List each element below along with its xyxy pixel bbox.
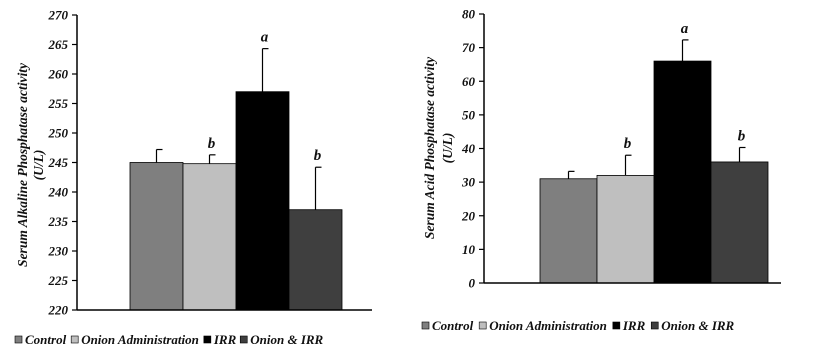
y-tick-label-5: 50 [462,107,476,122]
y-tick-label-1: 225 [48,273,69,288]
y-tick-label-5: 245 [48,155,69,170]
y-axis-unit: (U/L) [440,133,455,164]
y-tick-label-8: 260 [48,67,69,82]
bar-4 [288,209,343,311]
legend-swatch-3 [203,335,212,344]
bar-4 [710,161,769,284]
significance-label-3: a [681,21,689,37]
legend-label-4: Onion & IRR [661,318,734,333]
bar-2 [596,174,655,284]
significance-label-4: b [314,148,322,164]
y-tick-label-2: 20 [461,208,476,223]
bar-3 [235,91,290,311]
legend-swatch-1 [14,335,23,344]
legend-label-2: Onion Administration [489,318,607,333]
legend-label-3: IRR [622,318,646,333]
bar-1 [539,178,598,284]
legend-swatch-1 [421,321,430,330]
y-tick-label-6: 250 [48,126,69,141]
y-tick-label-4: 40 [461,141,476,156]
bar-3 [653,60,712,284]
y-tick-label-10: 270 [48,8,69,23]
bar-1 [129,162,184,311]
legend-swatch-4 [239,335,248,344]
y-tick-label-6: 60 [462,74,476,89]
y-axis-unit: (U/L) [31,150,46,181]
significance-label-2: b [208,136,216,152]
legend-swatch-2 [478,321,487,330]
significance-label-2: b [624,136,632,152]
legend-label-1: Control [432,318,474,333]
legend-label-4: Onion & IRR [250,332,323,347]
y-tick-label-4: 240 [48,185,69,200]
legend-label-3: IRR [213,332,237,347]
y-axis-label: Serum Alkaline Phosphatase activity [15,62,30,267]
y-tick-label-9: 265 [48,37,69,52]
y-tick-label-0: 220 [48,303,69,318]
significance-label-4: b [738,128,746,144]
y-axis-label: Serum Acid Phosphatase activity [422,56,437,239]
y-tick-label-7: 255 [48,96,69,111]
legend-label-1: Control [25,332,67,347]
y-tick-label-0: 0 [469,276,476,291]
bar-2 [182,163,237,311]
y-tick-label-2: 230 [48,244,69,259]
legend: Control Onion Administration IRR Onion & IR… [14,332,324,347]
chart-1: b a b 220 225 230 235 240 245 250 255 260 265 270 Seru… [14,8,372,347]
y-tick-label-8: 80 [462,7,476,22]
y-tick-label-7: 70 [462,40,476,55]
significance-label-3: a [261,30,269,46]
legend-swatch-2 [70,335,79,344]
legend: Control Onion Administration IRR Onion & IR… [421,318,735,333]
y-tick-label-3: 235 [48,214,69,229]
chart-2: b a b 0 10 20 30 40 50 60 70 80 Serum Acid Phosphata… [421,7,781,333]
y-tick-label-3: 30 [461,175,476,190]
legend-swatch-4 [650,321,659,330]
legend-label-2: Onion Administration [81,332,199,347]
y-tick-label-1: 10 [462,242,476,257]
legend-swatch-3 [612,321,621,330]
